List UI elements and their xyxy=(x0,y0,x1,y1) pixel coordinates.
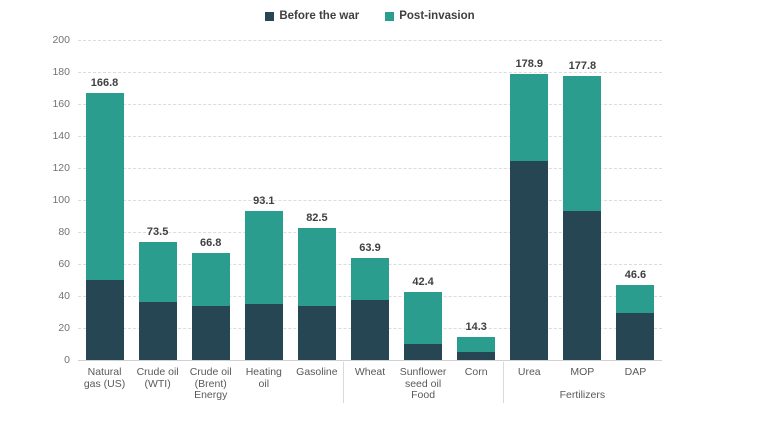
bar-segment-before-the-war xyxy=(244,304,283,360)
gridline-120 xyxy=(78,168,662,169)
gridline-100 xyxy=(78,200,662,201)
legend-swatch-icon xyxy=(385,11,395,21)
y-axis-tick-label: 80 xyxy=(58,226,70,238)
chart-legend: Before the war Post-invasion xyxy=(78,10,662,22)
y-axis-tick-label: 200 xyxy=(52,34,70,46)
category-label: Wheat xyxy=(354,366,386,378)
bar-total-label: 82.5 xyxy=(306,212,328,224)
y-axis-tick-label: 180 xyxy=(52,66,70,78)
gridline-140 xyxy=(78,136,662,137)
category-label: MOP xyxy=(570,366,595,378)
category-label: Heating oil xyxy=(245,366,282,391)
bar-total-label: 63.9 xyxy=(359,241,381,254)
category-label: Gasoline xyxy=(296,366,338,378)
gridline-180 xyxy=(78,72,662,73)
bar-segment-post-invasion xyxy=(616,285,655,313)
category-label: Corn xyxy=(464,366,488,378)
bar-segment-before-the-war xyxy=(297,306,336,360)
legend-item-1: Post-invasion xyxy=(385,10,475,22)
y-axis-tick-label: 100 xyxy=(52,194,70,206)
y-axis-tick-label: 60 xyxy=(58,258,70,270)
x-axis-line xyxy=(78,360,662,361)
gridline-160 xyxy=(78,104,662,105)
category-label: Urea xyxy=(517,366,541,378)
bar-segment-post-invasion xyxy=(457,337,496,352)
legend-swatch-icon xyxy=(265,11,275,21)
bar-total-label: 42.4 xyxy=(412,276,434,289)
bar-segment-before-the-war xyxy=(404,344,443,360)
bar-segment-post-invasion xyxy=(351,257,389,300)
bar-total-label: 178.9 xyxy=(515,57,544,70)
bar-total-label: 166.8 xyxy=(90,77,119,90)
y-axis-tick-label: 120 xyxy=(52,162,70,174)
group-label: Energy xyxy=(194,389,228,401)
gridline-200 xyxy=(78,40,662,41)
bar-total-label: 93.1 xyxy=(253,195,275,208)
legend-label: Post-invasion xyxy=(399,10,475,22)
gridline-80 xyxy=(78,232,662,233)
bar-segment-before-the-war xyxy=(510,160,549,360)
y-axis-tick-label: 160 xyxy=(52,98,70,110)
bar-segment-post-invasion xyxy=(404,292,443,344)
bar-segment-before-the-war xyxy=(351,300,389,360)
category-label: DAP xyxy=(624,366,647,378)
group-label: Food xyxy=(411,389,436,401)
bar-total-label: 66.8 xyxy=(200,237,222,250)
bar-segment-before-the-war xyxy=(563,211,602,360)
bar-segment-before-the-war xyxy=(191,306,230,360)
y-axis-tick-label: 20 xyxy=(58,322,70,334)
category-label: Sunflower seed oil xyxy=(399,366,447,391)
bar-segment-post-invasion xyxy=(138,242,177,303)
bar-segment-post-invasion xyxy=(297,228,336,307)
group-separator xyxy=(502,362,504,403)
bar-segment-before-the-war xyxy=(85,280,124,360)
category-label: Crude oil (Brent) xyxy=(189,366,232,391)
bar-total-label: 46.6 xyxy=(624,269,647,282)
group-label: Fertilizers xyxy=(559,389,606,401)
bar-segment-post-invasion xyxy=(191,253,230,307)
bar-segment-post-invasion xyxy=(510,73,549,161)
bar-segment-before-the-war xyxy=(616,312,655,360)
y-axis-tick-label: 140 xyxy=(52,130,70,142)
y-axis-tick-label: 0 xyxy=(64,354,70,366)
category-label: Crude oil (WTI) xyxy=(136,366,179,391)
bar-segment-post-invasion xyxy=(244,211,283,304)
bar-segment-before-the-war xyxy=(457,352,496,360)
group-separator xyxy=(343,362,345,403)
category-label: Natural gas (US) xyxy=(83,366,126,391)
bar-segment-before-the-war xyxy=(138,302,177,360)
bar-total-label: 73.5 xyxy=(146,226,169,239)
bar-total-label: 14.3 xyxy=(465,321,487,334)
y-axis-tick-label: 40 xyxy=(58,290,70,302)
bar-segment-post-invasion xyxy=(85,93,124,280)
bar-total-label: 177.8 xyxy=(568,59,597,72)
legend-label: Before the war xyxy=(279,10,360,22)
bar-segment-post-invasion xyxy=(563,75,602,212)
legend-item-0: Before the war xyxy=(265,10,359,22)
